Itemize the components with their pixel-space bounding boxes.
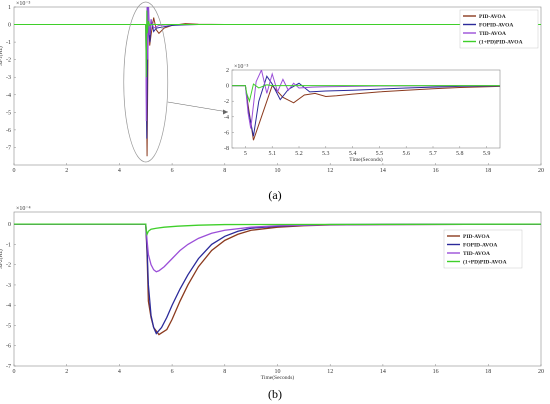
a-x-tick-label: 18 — [485, 168, 491, 174]
a-inset-series-line-1-pd-pid-avoa — [232, 83, 500, 104]
a-x-tick-label: 2 — [65, 168, 68, 174]
b-y-tick-label: -2 — [6, 263, 11, 269]
a-x-tick-label: 14 — [380, 168, 386, 174]
a-legend-label-1-pd-pid-avoa: (1+PD)PID-AVOA — [479, 39, 523, 46]
a-y-tick-label: -4 — [6, 93, 11, 99]
a-axis-exponent: ×10⁻³ — [16, 1, 31, 7]
b-legend-label-fopid-avoa: FOPID-AVOA — [463, 243, 497, 249]
b-x-tick-label: 2 — [65, 369, 68, 375]
b-y-tick-label: -1 — [6, 242, 11, 248]
a-series-line-1-pd-pid-avoa — [14, 10, 541, 78]
a-y-tick-label: -6 — [6, 128, 11, 134]
a-y-tick-label: -5 — [6, 110, 11, 116]
a-inset-y-tick-label: -6 — [224, 130, 229, 136]
b-x-tick-label: 12 — [327, 369, 333, 375]
panel-a: 0 2 4 6 8 10 12 14 16 18 2010-1-2-3-4-5-6-7×10⁻³ΔF… — [0, 1, 544, 174]
b-y-tick-label: -3 — [6, 283, 11, 289]
a-x-tick-label: 16 — [433, 168, 439, 174]
a-inset-y-tick-label: -8 — [224, 146, 229, 152]
b-x-tick-label: 4 — [118, 369, 121, 375]
a-inset-x-tick-label: 5.2 — [295, 151, 303, 157]
a-inset-x-tick-label: 5 — [244, 151, 247, 157]
a-inset-x-tick-label: 5.9 — [483, 151, 491, 157]
b-x-tick-label: 18 — [485, 369, 491, 375]
a-legend-label-fopid-avoa: FOPID-AVOA — [479, 23, 513, 29]
a-inset-y-tick-label: 2 — [226, 68, 229, 74]
b-y-tick-label: 0 — [8, 222, 11, 228]
a-legend-label-tid-avoa: TID-AVOA — [479, 31, 506, 37]
a-y-tick-label: -1 — [6, 40, 11, 46]
a-zoom-arrow-head — [223, 109, 228, 115]
a-zoom-ellipse — [123, 1, 169, 163]
b-y-axis-label: ΔF2(Hz) — [0, 249, 4, 269]
a-x-tick-label: 0 — [13, 168, 16, 174]
a-inset-x-tick-label: 5.4 — [349, 151, 357, 157]
b-axis-exponent: ×10⁻⁴ — [16, 206, 31, 212]
a-x-tick-label: 10 — [275, 168, 281, 174]
caption-a: (a) — [268, 188, 281, 202]
a-inset-x-tick-label: 5.3 — [322, 151, 330, 157]
b-x-tick-label: 8 — [223, 369, 226, 375]
a-inset-y-tick-label: -4 — [224, 115, 229, 121]
a-y-tick-label: -7 — [6, 145, 11, 151]
a-inset-x-tick-label: 5.8 — [456, 151, 464, 157]
a-zoom-arrow-shaft — [167, 101, 229, 113]
a-inset-x-tick-label: 5.7 — [429, 151, 437, 157]
a-y-tick-label: 1 — [8, 5, 11, 11]
a-inset-y-tick-label: -2 — [224, 99, 229, 105]
a-y-tick-label: 0 — [8, 23, 11, 29]
b-x-axis-label: Time(Seconds) — [261, 374, 295, 381]
a-x-tick-label: 12 — [327, 168, 333, 174]
a-inset-x-axis-label: Time(Seconds) — [349, 156, 383, 163]
b-x-tick-label: 6 — [171, 369, 174, 375]
b-x-tick-label: 16 — [433, 369, 439, 375]
b-y-tick-label: -5 — [6, 323, 11, 329]
b-x-tick-label: 10 — [275, 369, 281, 375]
a-y-tick-label: -2 — [6, 58, 11, 64]
a-inset-x-tick-label: 5.5 — [376, 151, 384, 157]
b-x-tick-label: 14 — [380, 369, 386, 375]
a-legend-label-pid-avoa: PID-AVOA — [479, 14, 506, 20]
b-legend-label-1-pd-pid-avoa: (1+PD)PID-AVOA — [463, 259, 507, 266]
panel-b: 0 2 4 6 8 10 12 14 16 18 20 0 -1 -2 -3 -4 -5 -6 -7 ×10⁻⁴ ΔF2… — [0, 206, 544, 381]
a-inset-plot-area — [231, 69, 501, 149]
b-y-tick-label: -4 — [6, 303, 11, 309]
a-inset-series-line-fopid-avoa — [232, 75, 500, 137]
b-y-tick-label: -6 — [6, 344, 11, 350]
b-legend-label-pid-avoa: PID-AVOA — [463, 234, 490, 240]
a-y-tick-label: -3 — [6, 75, 11, 81]
b-series-line-pid-avoa — [14, 223, 541, 336]
b-series-line-tid-avoa — [14, 223, 541, 273]
b-y-tick-label: -7 — [6, 364, 11, 370]
a-x-tick-label: 6 — [171, 168, 174, 174]
a-y-axis-label: ΔF1(Hz) — [0, 46, 4, 66]
a-inset-axis-exponent: ×10⁻³ — [234, 64, 249, 70]
b-legend-label-tid-avoa: TID-AVOA — [463, 251, 490, 257]
a-inset-x-tick-label: 5.1 — [268, 151, 276, 157]
a-inset-x-tick-label: 5.6 — [402, 151, 410, 157]
b-series-line-1-pd-pid-avoa — [14, 223, 541, 237]
a-x-tick-label: 8 — [223, 168, 226, 174]
a-inset-y-tick-label: 0 — [226, 84, 229, 90]
caption-b: (b) — [268, 387, 282, 401]
b-x-tick-label: 0 — [13, 369, 16, 375]
a-inset-series-line-pid-avoa — [232, 84, 500, 141]
a-x-tick-label: 4 — [118, 168, 121, 174]
b-x-tick-label: 20 — [538, 369, 544, 375]
a-x-tick-label: 20 — [538, 168, 544, 174]
